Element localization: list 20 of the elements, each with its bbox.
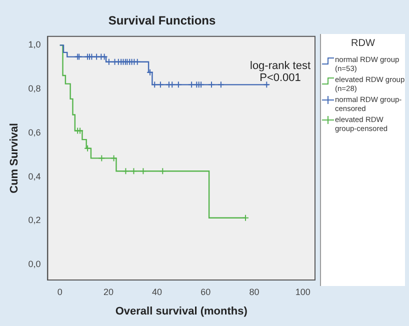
x-tick-label: 80 <box>249 286 260 297</box>
x-tick-label: 40 <box>152 286 162 297</box>
legend-title: RDW <box>350 38 376 49</box>
y-tick-label: 0,8 <box>28 84 41 94</box>
y-tick-label: 0,4 <box>28 171 41 182</box>
x-tick-label: 20 <box>103 286 114 297</box>
x-tick-label: 60 <box>200 286 211 297</box>
x-tick-label: 0 <box>57 286 62 297</box>
point <box>84 53 92 60</box>
chart-title: Survival Functions <box>108 14 216 28</box>
point <box>86 53 94 60</box>
y-tick-label: 0,6 <box>28 127 41 138</box>
x-tick-label: 100 <box>295 286 310 297</box>
y-axis-title: Cum Survival <box>8 123 21 194</box>
x-axis-title: Overall survival (months) <box>115 305 248 318</box>
y-tick-label: 1,0 <box>28 40 41 50</box>
point <box>263 81 270 88</box>
annotation: log-rank test P<0.001 <box>250 60 311 84</box>
y-tick-label: 0,0 <box>28 259 41 270</box>
y-tick-label: 0,2 <box>28 215 41 226</box>
